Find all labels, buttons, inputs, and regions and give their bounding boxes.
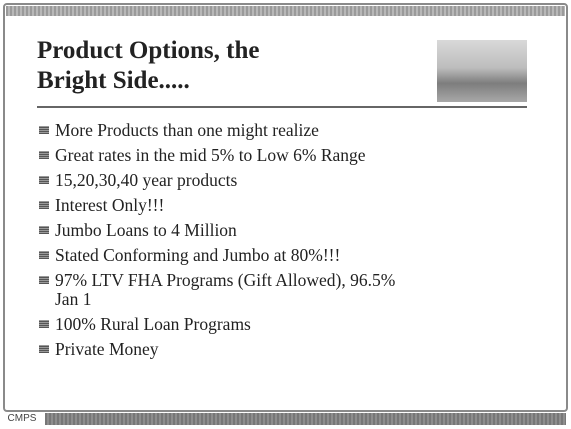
slide: {"slide": { "title_lines": ["Product Opt… [0,0,571,429]
bullet-item: Private Money [38,340,538,359]
bullet-item: Jumbo Loans to 4 Million [38,221,538,240]
bullet-marker [39,151,49,159]
bullet-marker [39,176,49,184]
title-rule [37,106,527,108]
bullet-item: More Products than one might realize [38,121,538,140]
bullet-item: 97% LTV FHA Programs (Gift Allowed), 96.… [38,271,538,309]
bullet-marker [39,251,49,259]
bullet-marker [39,201,49,209]
title-line: Bright Side..... [37,66,259,96]
bullet-text: Private Money [55,340,538,359]
bullet-text: Jan 1 [55,290,538,309]
bullet-marker [39,345,49,353]
bullet-item: 100% Rural Loan Programs [38,315,538,334]
bullet-text: 100% Rural Loan Programs [55,315,538,334]
top-band [6,6,565,16]
bullet-text: Great rates in the mid 5% to Low 6% Rang… [55,146,538,165]
bullet-text: More Products than one might realize [55,121,538,140]
bullet-item: Great rates in the mid 5% to Low 6% Rang… [38,146,538,165]
bullet-item: 15,20,30,40 year products [38,171,538,190]
bullet-marker [39,276,49,284]
bullet-item: Stated Conforming and Jumbo at 80%!!! [38,246,538,265]
bullet-text: Jumbo Loans to 4 Million [55,221,538,240]
bullet-text: Stated Conforming and Jumbo at 80%!!! [55,246,538,265]
logo: CMPS [4,410,40,428]
house-photo [437,40,527,102]
bullet-marker [39,320,49,328]
footer-bar [45,413,566,425]
bullet-list: More Products than one might realize Grea… [38,121,538,365]
bullet-text: 15,20,30,40 year products [55,171,538,190]
bullet-text: 97% LTV FHA Programs (Gift Allowed), 96.… [55,271,538,290]
title-line: Product Options, the [37,36,259,66]
bullet-text: Interest Only!!! [55,196,538,215]
bullet-marker [39,126,49,134]
bullet-marker [39,226,49,234]
bullet-item: Interest Only!!! [38,196,538,215]
